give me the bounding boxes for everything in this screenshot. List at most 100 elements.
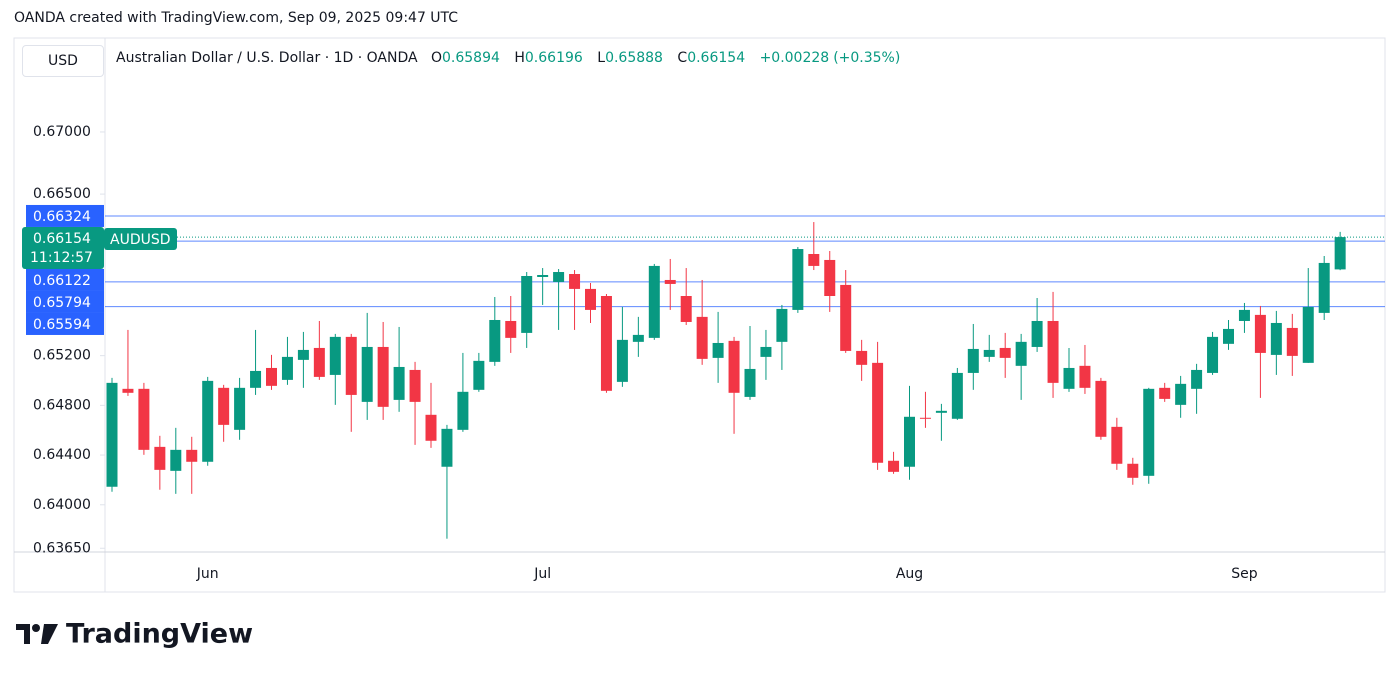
- level-label-box: [26, 290, 104, 313]
- y-tick-label: 0.64000: [33, 497, 91, 513]
- candle-body: [409, 369, 421, 402]
- candle-body: [1270, 322, 1282, 355]
- candle-body: [632, 334, 644, 342]
- candle-body: [888, 460, 900, 472]
- candle-body: [297, 349, 309, 360]
- change-percent: (+0.35%): [833, 50, 901, 66]
- candle-body: [1238, 309, 1250, 321]
- candle-body: [441, 428, 453, 467]
- candle-body: [616, 339, 628, 382]
- candle-body: [377, 346, 389, 407]
- candle-body: [840, 284, 852, 351]
- level-label: 0.65794: [33, 295, 91, 311]
- candle-body: [1143, 388, 1155, 476]
- ohlc-value: 0.66154: [687, 50, 746, 66]
- candle-body: [329, 336, 341, 375]
- currency-button[interactable]: USD: [22, 45, 104, 77]
- y-tick-label: 0.66500: [33, 186, 91, 202]
- candle-body: [760, 346, 772, 357]
- last-price-box: [22, 226, 104, 269]
- candle-body: [521, 275, 533, 333]
- level-label: 0.65594: [33, 317, 91, 333]
- candle-body: [250, 370, 262, 388]
- candle-body: [234, 387, 246, 430]
- candle-body: [1031, 320, 1043, 347]
- ohlc-label: L: [597, 50, 606, 66]
- candle-body: [106, 382, 118, 487]
- x-tick-label: Aug: [896, 566, 923, 582]
- candle-body: [585, 288, 596, 310]
- logo-icon: [16, 624, 58, 644]
- ohlc-label: H: [514, 50, 525, 66]
- candle-body: [696, 316, 708, 359]
- y-tick-label: 0.63650: [33, 540, 91, 556]
- candle-body: [266, 367, 277, 386]
- candle-body: [202, 380, 214, 462]
- candle-body: [919, 417, 931, 419]
- candle-body: [1095, 380, 1107, 437]
- candle-body: [473, 360, 485, 390]
- level-label-box: [26, 268, 104, 291]
- last-price-label: 0.66154: [33, 231, 91, 247]
- ohlc-label: O: [430, 50, 442, 66]
- candle-body: [1286, 327, 1298, 356]
- candle-body: [1302, 306, 1314, 363]
- candle-body: [1047, 320, 1059, 383]
- countdown: 11:12:57: [30, 250, 93, 266]
- ohlc-value: 0.65894: [442, 50, 500, 66]
- level-label: 0.66122: [33, 273, 91, 289]
- title: Australian Dollar / U.S. Dollar · 1D · O…: [116, 50, 418, 66]
- y-tick-label: 0.64400: [33, 447, 91, 463]
- level-label-box: [26, 312, 104, 335]
- candle-body: [776, 308, 788, 342]
- candle-body: [967, 348, 979, 373]
- x-tick-label: Jun: [196, 566, 219, 582]
- candle-body: [457, 391, 469, 430]
- candle-body: [728, 340, 740, 393]
- candle-body: [218, 387, 230, 425]
- candle-body: [648, 265, 660, 338]
- y-tick-label: 0.67000: [33, 124, 91, 140]
- candle-body: [1063, 367, 1075, 389]
- candle-body: [951, 372, 963, 419]
- candle-body: [1207, 336, 1219, 373]
- candle-body: [856, 350, 868, 365]
- candle-body: [138, 388, 150, 450]
- candle-body: [1015, 341, 1027, 366]
- candle-body: [313, 347, 325, 377]
- candle-body: [1334, 237, 1346, 270]
- candle-body: [935, 410, 947, 413]
- legend: Australian Dollar / U.S. Dollar · 1D · O…: [116, 50, 910, 66]
- candle-body: [904, 416, 915, 467]
- symbol-tag: AUDUSD: [110, 232, 171, 248]
- y-tick-label: 0.64800: [33, 397, 91, 413]
- candle-body: [824, 259, 836, 296]
- candle-body: [1175, 383, 1187, 405]
- candle-body: [1223, 328, 1234, 344]
- candle-body: [393, 366, 405, 400]
- logo-text: TradingView: [66, 619, 253, 650]
- attribution: OANDA created with TradingView.com, Sep …: [14, 10, 459, 26]
- candle-body: [1111, 426, 1123, 464]
- candle-body: [569, 274, 581, 289]
- candle-body: [712, 342, 724, 358]
- candle-body: [425, 414, 437, 441]
- y-tick-label: 0.65200: [33, 348, 91, 364]
- ohlc-value: 0.65888: [605, 50, 663, 66]
- change: +0.00228: [759, 50, 830, 66]
- candle-body: [680, 296, 692, 322]
- candle-body: [505, 320, 517, 338]
- ohlc-value: 0.66196: [524, 50, 583, 66]
- x-tick-label: Sep: [1231, 566, 1258, 582]
- candle-body: [664, 279, 676, 284]
- candle-body: [808, 253, 820, 266]
- candle-body: [154, 446, 166, 470]
- symbol-tag-box: [104, 227, 177, 250]
- candle-body: [170, 449, 182, 471]
- candle-body: [999, 347, 1011, 358]
- candle-body: [872, 362, 884, 463]
- candle-body: [1318, 262, 1330, 313]
- candle-body: [1127, 463, 1139, 478]
- candle-body: [983, 349, 995, 357]
